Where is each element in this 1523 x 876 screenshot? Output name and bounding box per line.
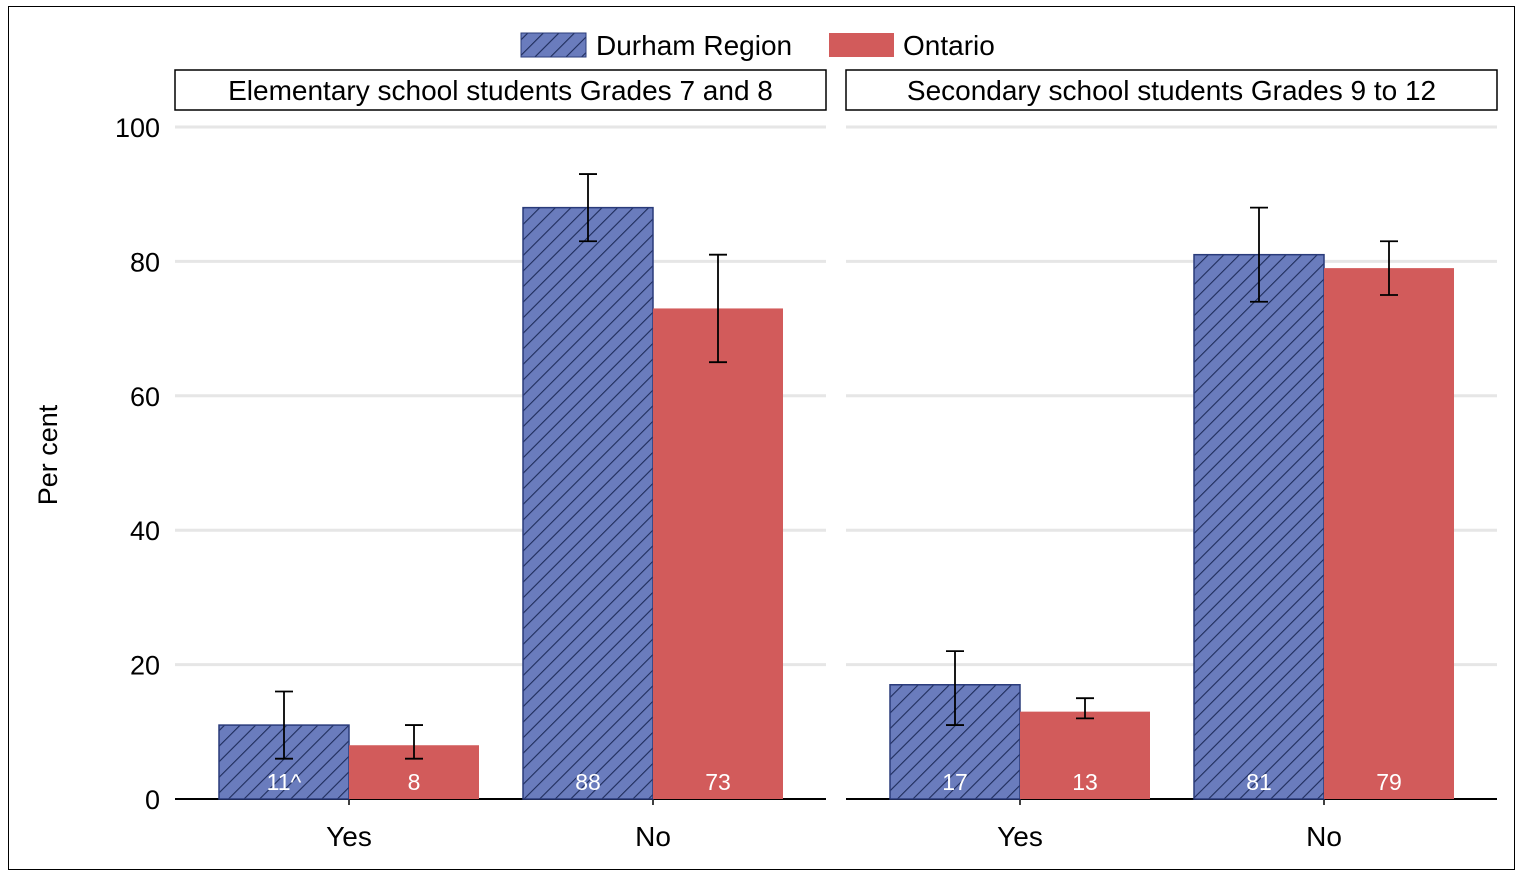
x-category-label: No <box>1306 821 1342 852</box>
data-label: 88 <box>575 769 601 795</box>
bar-ontario <box>653 308 783 799</box>
bar-ontario <box>1324 268 1454 799</box>
legend-swatch-durham <box>520 32 587 58</box>
y-tick-label: 20 <box>130 651 160 681</box>
y-tick-label: 0 <box>145 785 160 815</box>
legend-label-durham: Durham Region <box>596 30 792 61</box>
data-label: 11^ <box>267 769 302 795</box>
bar-ontario <box>1020 711 1150 799</box>
bar-durham <box>522 206 654 800</box>
x-category-label: Yes <box>997 821 1043 852</box>
bar-durham <box>1193 253 1325 800</box>
chart-frame <box>8 6 1515 870</box>
y-tick-label: 40 <box>130 516 160 546</box>
data-label: 81 <box>1246 769 1272 795</box>
y-tick-label: 100 <box>115 113 160 143</box>
facet-title: Elementary school students Grades 7 and … <box>228 75 773 106</box>
bar-durham <box>218 724 350 800</box>
x-category-label: No <box>635 821 671 852</box>
legend-swatch-ontario <box>829 33 894 57</box>
legend-label-ontario: Ontario <box>903 30 995 61</box>
data-label: 79 <box>1376 769 1402 795</box>
y-axis-label: Per cent <box>33 404 63 505</box>
bar-durham <box>889 684 1021 800</box>
facet-title-box <box>845 69 1498 111</box>
data-label: 17 <box>942 769 968 795</box>
y-tick-label: 80 <box>130 247 160 277</box>
data-label: 13 <box>1072 769 1098 795</box>
data-label: 73 <box>705 769 731 795</box>
data-label: 8 <box>408 769 421 795</box>
y-tick-label: 60 <box>130 382 160 412</box>
facet-title: Secondary school students Grades 9 to 12 <box>907 75 1436 106</box>
facet-title-box <box>174 69 827 111</box>
x-category-label: Yes <box>326 821 372 852</box>
